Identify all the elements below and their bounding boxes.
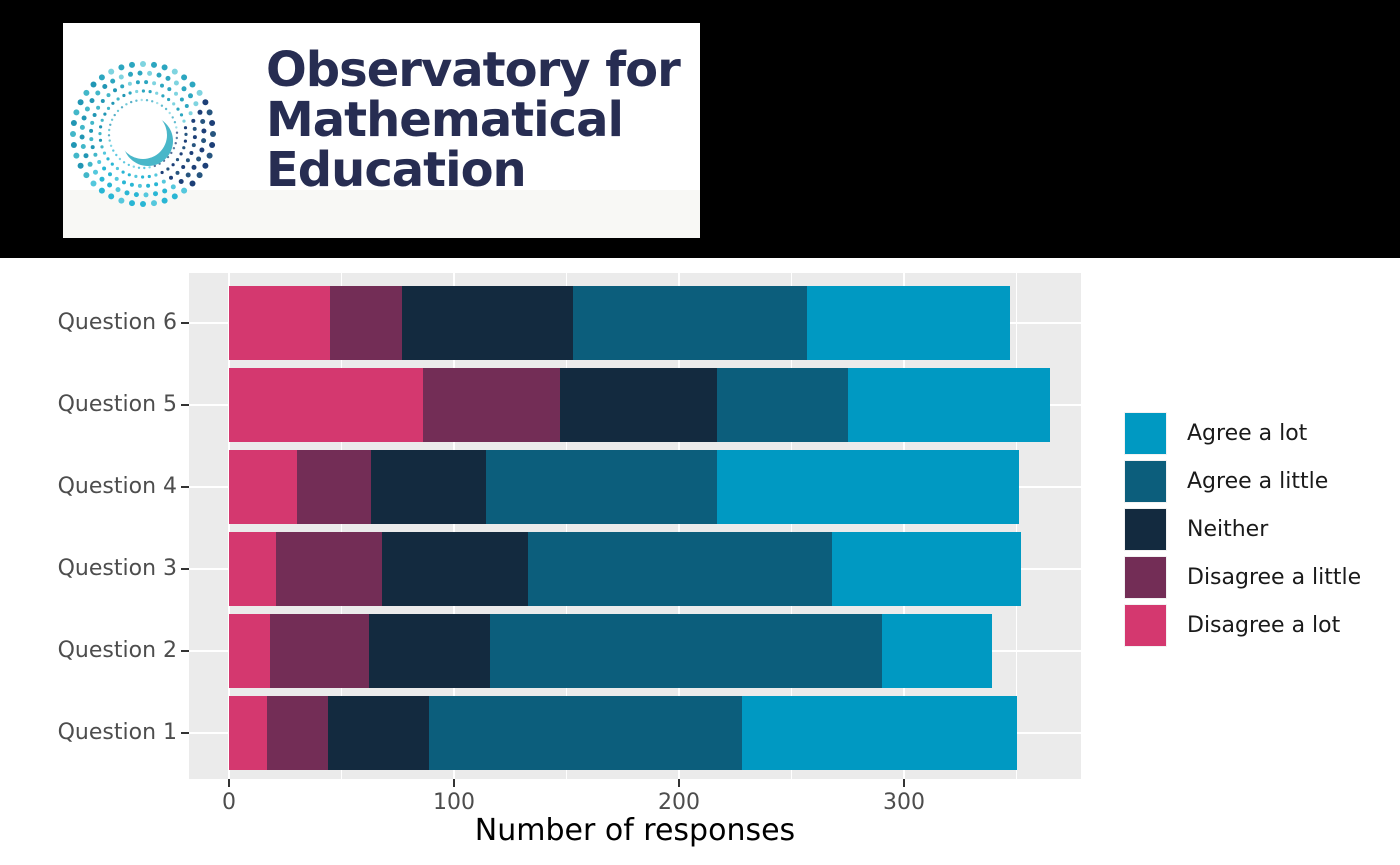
bar-segment	[485, 450, 718, 524]
likert-chart: Question 6 Question 5 Question 4 Question 3…	[0, 258, 1400, 865]
grid-line-minor	[566, 273, 567, 779]
legend-label: Disagree a lot	[1187, 612, 1341, 638]
y-axis-tick	[181, 568, 189, 570]
logo-line-3: Education	[266, 142, 527, 198]
grid-line-major	[903, 273, 905, 779]
bar-segment	[832, 532, 1021, 606]
bar-segment	[330, 286, 403, 360]
bar-segment	[742, 696, 1017, 770]
grid-line-major	[678, 273, 680, 779]
y-axis-tick	[181, 322, 189, 324]
legend-swatch-fill	[1125, 413, 1166, 454]
bar-segment	[368, 614, 490, 688]
legend-label: Agree a little	[1187, 468, 1329, 494]
legend-item: Disagree a little	[1124, 556, 1361, 599]
logo-wordmark: Observatory for Mathematical Education	[266, 42, 681, 198]
x-axis-tick	[903, 779, 905, 787]
bar-segment	[429, 696, 742, 770]
bar-segment	[807, 286, 1010, 360]
bar-segment	[847, 368, 1051, 442]
bar-segment	[269, 614, 369, 688]
ome-spiral-icon	[70, 61, 216, 207]
y-axis-label: Question 6	[57, 310, 177, 335]
x-axis-tick-label: 200	[658, 790, 700, 815]
legend-swatch	[1124, 460, 1167, 503]
legend-item: Disagree a lot	[1124, 604, 1361, 647]
x-axis-tick-label: 300	[883, 790, 925, 815]
chart-panel	[189, 273, 1081, 779]
y-axis-tick	[181, 486, 189, 488]
grid-line-major	[453, 273, 455, 779]
bar-segment	[402, 286, 574, 360]
bar-segment	[328, 696, 430, 770]
bar-segment	[490, 614, 882, 688]
bar-segment	[267, 696, 328, 770]
legend-swatch-fill	[1125, 605, 1166, 646]
legend-label: Neither	[1187, 516, 1269, 542]
chart-legend: Agree a lot Agree a little Neither Disagree…	[1124, 412, 1361, 647]
y-axis-label: Question 2	[57, 638, 177, 663]
bar-segment	[717, 368, 848, 442]
logo-line-2: Mathematical	[266, 92, 624, 148]
x-axis-tick	[228, 779, 230, 787]
legend-item: Neither	[1124, 508, 1361, 551]
y-axis-label: Question 4	[57, 474, 177, 499]
y-axis-label: Question 5	[57, 392, 177, 417]
ome-logo: Observatory for Mathematical Education	[63, 23, 700, 238]
y-axis-tick	[181, 732, 189, 734]
legend-swatch	[1124, 556, 1167, 599]
bar-segment	[422, 368, 560, 442]
y-axis-tick	[181, 650, 189, 652]
grid-line-minor	[791, 273, 792, 779]
grid-line-minor	[341, 273, 342, 779]
legend-swatch-fill	[1125, 509, 1166, 550]
legend-swatch-fill	[1125, 461, 1166, 502]
grid-line-major	[228, 273, 230, 779]
logo-line-1: Observatory for	[266, 42, 681, 98]
legend-label: Agree a lot	[1187, 420, 1308, 446]
x-axis-tick-label: 0	[222, 790, 236, 815]
bar-segment	[573, 286, 808, 360]
legend-label: Disagree a little	[1187, 564, 1362, 590]
bar-segment	[296, 450, 371, 524]
x-axis-tick	[678, 779, 680, 787]
legend-swatch	[1124, 508, 1167, 551]
y-axis-tick	[181, 404, 189, 406]
legend-item: Agree a little	[1124, 460, 1361, 503]
x-axis-tick	[453, 779, 455, 787]
legend-item: Agree a lot	[1124, 412, 1361, 455]
bar-segment	[229, 368, 423, 442]
x-axis-tick-label: 100	[433, 790, 475, 815]
x-axis-title: Number of responses	[474, 813, 796, 848]
legend-swatch-fill	[1125, 557, 1166, 598]
bar-segment	[881, 614, 992, 688]
bar-segment	[229, 286, 331, 360]
grid-line-minor	[1016, 273, 1017, 779]
bar-segment	[559, 368, 718, 442]
legend-swatch	[1124, 604, 1167, 647]
bar-segment	[717, 450, 1019, 524]
bar-segment	[370, 450, 486, 524]
y-axis-label: Question 3	[57, 556, 177, 581]
bar-segment	[229, 614, 270, 688]
bar-segment	[229, 696, 268, 770]
legend-swatch	[1124, 412, 1167, 455]
bar-segment	[229, 532, 277, 606]
bar-segment	[229, 450, 297, 524]
bar-segment	[276, 532, 382, 606]
bar-segment	[382, 532, 529, 606]
y-axis-label: Question 1	[57, 720, 177, 745]
logo-bottom-strip	[63, 190, 700, 238]
header-band: Observatory for Mathematical Education	[0, 0, 1400, 258]
bar-segment	[528, 532, 832, 606]
